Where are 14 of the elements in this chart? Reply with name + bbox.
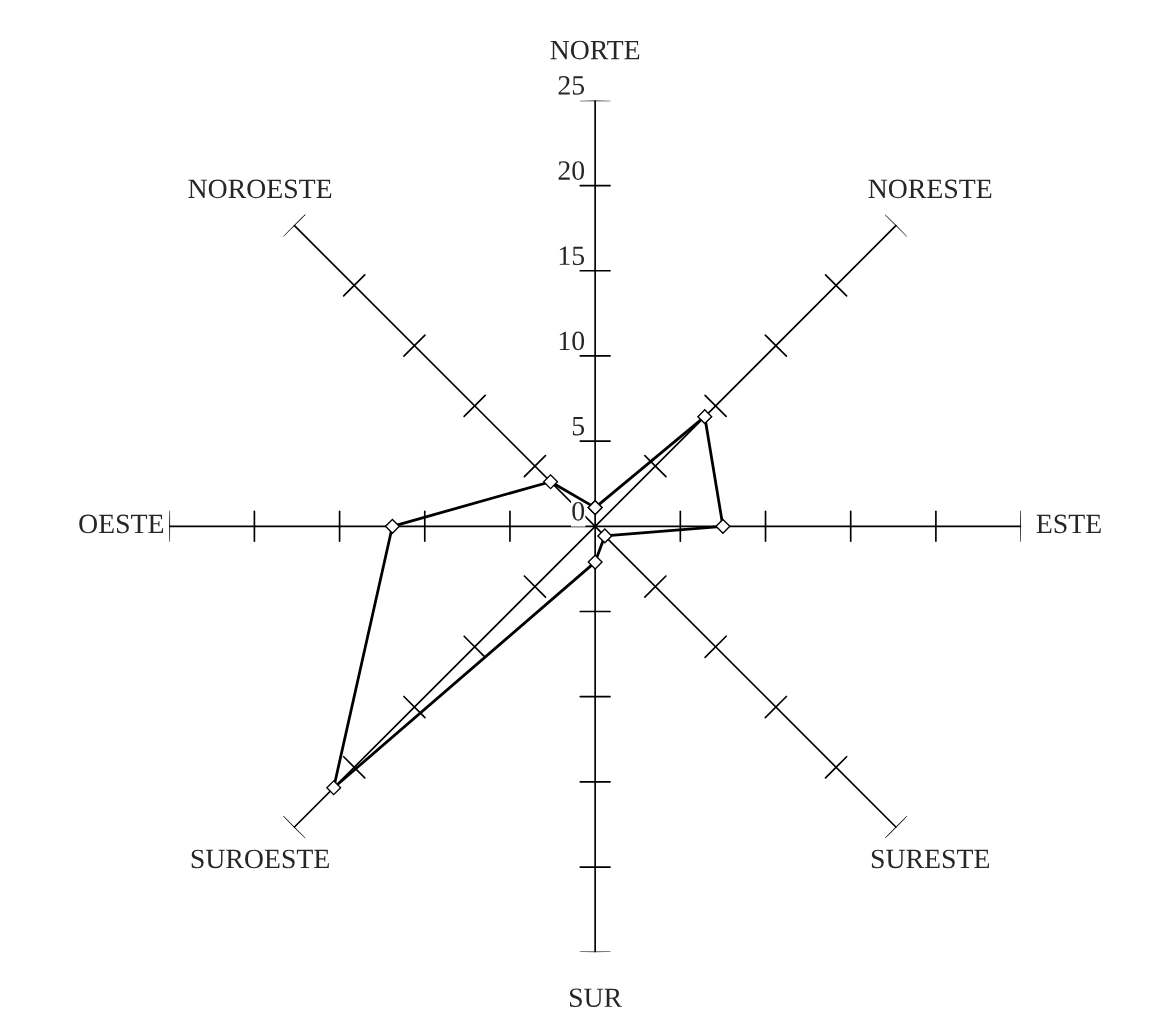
y-tick-label: 15 <box>559 246 585 266</box>
y-tick-label: 20 <box>558 161 585 180</box>
spoke-label: SURESTE <box>871 849 990 869</box>
spoke-label: NORESTE <box>868 179 992 199</box>
y-tick-label: 10 <box>559 331 585 351</box>
y-tick-label: 25 <box>558 76 585 95</box>
y-tick-label: 5 <box>572 417 585 436</box>
spoke-label: OESTE <box>79 514 164 534</box>
spoke-label: NOROESTE <box>188 179 332 199</box>
spoke-label: SUR <box>569 988 623 1008</box>
y-tick-label: 0 <box>572 501 585 521</box>
spoke-label: SUROESTE <box>191 849 329 869</box>
spoke-label: NORTE <box>550 40 640 60</box>
spoke-label: ESTE <box>1036 514 1101 534</box>
